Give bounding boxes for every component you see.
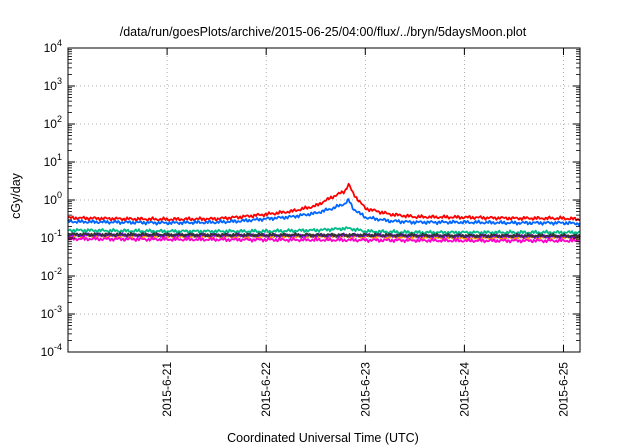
x-tick-label: 2015-6-21 bbox=[160, 362, 174, 417]
y-tick-base: 10 bbox=[41, 231, 55, 245]
series-line bbox=[67, 198, 581, 227]
chart-title: /data/run/goesPlots/archive/2015-06-25/0… bbox=[120, 25, 527, 39]
x-tick-label: 2015-6-24 bbox=[457, 362, 471, 417]
y-tick-base: 10 bbox=[41, 307, 55, 321]
y-tick-exponent: 4 bbox=[57, 38, 62, 48]
x-tick-labels: 2015-6-21 2015-6-22 2015-6-23 2015-6-24 2015… bbox=[160, 362, 570, 417]
y-tick-base: 10 bbox=[44, 193, 58, 207]
y-tick-exponent: -3 bbox=[54, 304, 62, 314]
y-tick-label: 104 bbox=[44, 38, 62, 55]
y-tick-base: 10 bbox=[44, 117, 58, 131]
y-tick-exponent: 0 bbox=[57, 190, 62, 200]
y-tick-base: 10 bbox=[41, 269, 55, 283]
series-group bbox=[67, 182, 581, 244]
ticks bbox=[68, 47, 580, 353]
y-tick-label: 101 bbox=[44, 152, 62, 169]
y-tick-base: 10 bbox=[44, 79, 58, 93]
y-tick-exponent: -2 bbox=[54, 266, 62, 276]
y-tick-label: 10-2 bbox=[41, 266, 62, 283]
y-tick-base: 10 bbox=[44, 155, 58, 169]
y-tick-base: 10 bbox=[41, 345, 55, 359]
y-tick-base: 10 bbox=[44, 41, 58, 55]
series-line bbox=[67, 232, 581, 240]
x-tick-label: 2015-6-23 bbox=[358, 362, 372, 417]
series-line bbox=[67, 231, 581, 239]
y-tick-label: 10-1 bbox=[41, 228, 62, 245]
x-axis-label: Coordinated Universal Time (UTC) bbox=[227, 431, 419, 445]
series-line bbox=[67, 182, 581, 222]
y-tick-exponent: -4 bbox=[54, 342, 62, 352]
series-line bbox=[67, 235, 581, 244]
y-tick-label: 10-4 bbox=[41, 342, 62, 359]
y-tick-label: 103 bbox=[44, 76, 62, 93]
y-tick-label: 100 bbox=[44, 190, 62, 207]
x-tick-label: 2015-6-22 bbox=[259, 362, 273, 417]
x-tick-label: 2015-6-25 bbox=[556, 362, 570, 417]
y-tick-exponent: 3 bbox=[57, 76, 62, 86]
series-line bbox=[67, 226, 581, 236]
y-tick-exponent: 1 bbox=[57, 152, 62, 162]
y-tick-label: 102 bbox=[44, 114, 62, 131]
y-tick-label: 10-3 bbox=[41, 304, 62, 321]
y-tick-exponent: 2 bbox=[57, 114, 62, 124]
grid bbox=[68, 48, 580, 352]
y-axis-label: cGy/day bbox=[9, 172, 23, 219]
y-tick-exponent: -1 bbox=[54, 228, 62, 238]
